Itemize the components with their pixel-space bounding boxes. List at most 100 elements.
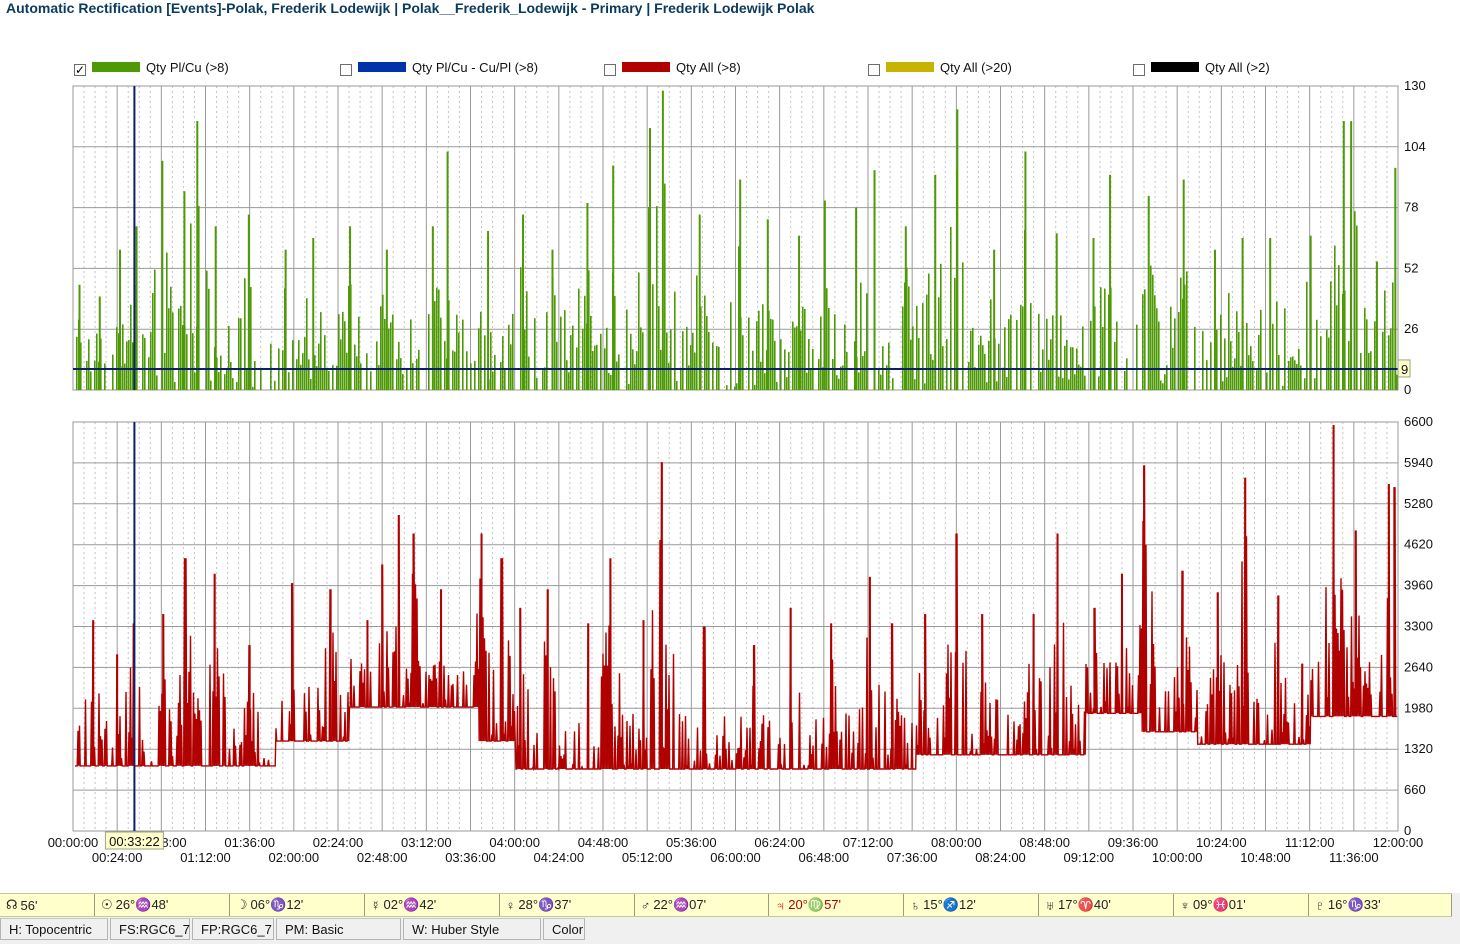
green-bar: [474, 360, 476, 390]
planet-position-text: 26°♒48': [115, 897, 169, 912]
planet-position[interactable]: ☽ 06°♑12': [230, 894, 365, 916]
green-bar: [738, 246, 740, 390]
green-bar: [638, 272, 640, 390]
x-tick-label: 08:00:00: [931, 835, 982, 850]
green-bar: [122, 324, 124, 390]
planet-position-text: 16°♑33': [1327, 897, 1381, 912]
threshold-box: [1397, 359, 1411, 378]
green-bar: [1178, 311, 1180, 390]
green-bar: [730, 302, 732, 390]
planet-position[interactable]: ♅ 17°♈40': [1039, 894, 1175, 916]
x-tick-label: 02:24:00: [313, 835, 364, 850]
green-bar: [694, 352, 696, 390]
green-bar: [572, 325, 574, 390]
green-bar: [440, 317, 442, 390]
green-bar-chart: 0 26 52 78 104 130 9: [72, 78, 1426, 397]
green-bar: [600, 333, 602, 390]
green-bar: [246, 369, 248, 390]
green-bar: [950, 226, 952, 390]
green-bar: [252, 386, 254, 390]
green-bar: [338, 314, 340, 390]
planet-position-text: 17°♈40': [1058, 897, 1111, 912]
green-bar: [288, 372, 290, 390]
planet-position[interactable]: ♄ 15°♐12': [904, 894, 1040, 916]
legend-item[interactable]: Qty Pl/Cu - Cu/Pl (>8): [340, 58, 538, 76]
green-bar: [1216, 329, 1218, 390]
x-tick-label: 05:36:00: [666, 835, 717, 850]
green-bar: [478, 328, 480, 390]
legend-checkbox[interactable]: ✓: [74, 63, 86, 77]
green-bar: [194, 372, 196, 390]
legend-item[interactable]: ✓ Qty Pl/Cu (>8): [74, 58, 229, 76]
green-bar: [282, 350, 284, 390]
green-bar: [634, 364, 636, 390]
planet-glyph-icon: ☊: [6, 897, 18, 912]
green-bar: [1098, 376, 1100, 390]
planet-position[interactable]: ☿ 02°♒42': [365, 894, 500, 916]
green-bar: [150, 332, 152, 390]
planet-position[interactable]: ♇ 16°♑33': [1309, 894, 1452, 916]
green-bar: [224, 374, 226, 390]
planet-position[interactable]: ♀ 28°♑37': [500, 894, 635, 916]
green-bar: [1010, 314, 1012, 390]
green-bar: [470, 363, 472, 390]
legend-checkbox[interactable]: [340, 64, 352, 76]
green-bar: [80, 342, 82, 390]
chart-area[interactable]: 0 26 52 78 104 130 9 0 660 1320 1980 2640 3300 3960 46…: [0, 0, 1460, 890]
status-bar-cell[interactable]: FS:RGC6_7: [110, 918, 190, 940]
green-bar: [144, 338, 146, 390]
x-tick-label: 09:12:00: [1064, 850, 1115, 865]
green-bar: [664, 183, 666, 390]
legend-checkbox[interactable]: [604, 64, 616, 76]
green-bar: [510, 344, 512, 390]
green-bar: [912, 326, 914, 390]
green-bar: [380, 306, 382, 390]
status-bar-cell[interactable]: PM: Basic: [276, 918, 401, 940]
status-bar-cell[interactable]: Color: [543, 918, 585, 940]
legend-item[interactable]: Qty All (>20): [868, 58, 1012, 76]
green-bar: [166, 252, 168, 390]
green-bar: [484, 335, 486, 390]
green-bar: [1226, 377, 1228, 390]
green-bar: [584, 295, 586, 390]
green-bar: [980, 335, 982, 390]
planet-position[interactable]: ♂ 22°♒07': [635, 894, 770, 916]
planet-position[interactable]: ☊ 56': [0, 894, 95, 916]
green-bar-peak: [78, 284, 81, 390]
green-bar: [640, 327, 642, 390]
green-bar: [614, 296, 616, 390]
planet-position[interactable]: ♆ 09°♓01': [1174, 894, 1310, 916]
legend-item[interactable]: Qty All (>2): [1133, 58, 1270, 76]
x-tick-label: 11:36:00: [1329, 850, 1379, 865]
green-bar: [686, 326, 688, 390]
green-bar: [926, 294, 928, 390]
planet-position[interactable]: ☉ 26°♒48': [95, 894, 230, 916]
green-bar: [1082, 326, 1084, 390]
legend-checkbox[interactable]: [868, 64, 880, 76]
green-bar: [796, 326, 798, 390]
green-bar: [742, 335, 744, 390]
status-bar-cell[interactable]: FP:RGC6_7: [192, 918, 274, 940]
green-bar: [1202, 331, 1204, 390]
planet-position-text: 06°♑12': [250, 897, 304, 912]
green-bar: [1142, 294, 1144, 390]
green-bar: [1038, 313, 1040, 390]
status-bar-cell[interactable]: H: Topocentric: [0, 918, 108, 940]
planet-position[interactable]: ♃ 20°♍57': [769, 894, 905, 916]
green-bar: [566, 360, 568, 390]
green-bar: [940, 263, 942, 390]
green-bar: [700, 306, 702, 390]
legend-checkbox[interactable]: [1133, 64, 1145, 76]
green-bar: [112, 354, 114, 390]
green-bar: [556, 341, 558, 390]
green-bar: [968, 361, 970, 390]
green-bar: [1090, 320, 1092, 390]
green-bar: [578, 288, 580, 390]
green-bar: [1330, 281, 1332, 390]
status-bar-cell[interactable]: W: Huber Style: [403, 918, 541, 940]
green-bar: [762, 304, 764, 390]
green-bar: [1004, 327, 1006, 390]
legend-item[interactable]: Qty All (>8): [604, 58, 741, 76]
green-bar: [1206, 360, 1208, 390]
green-bar: [218, 372, 220, 390]
